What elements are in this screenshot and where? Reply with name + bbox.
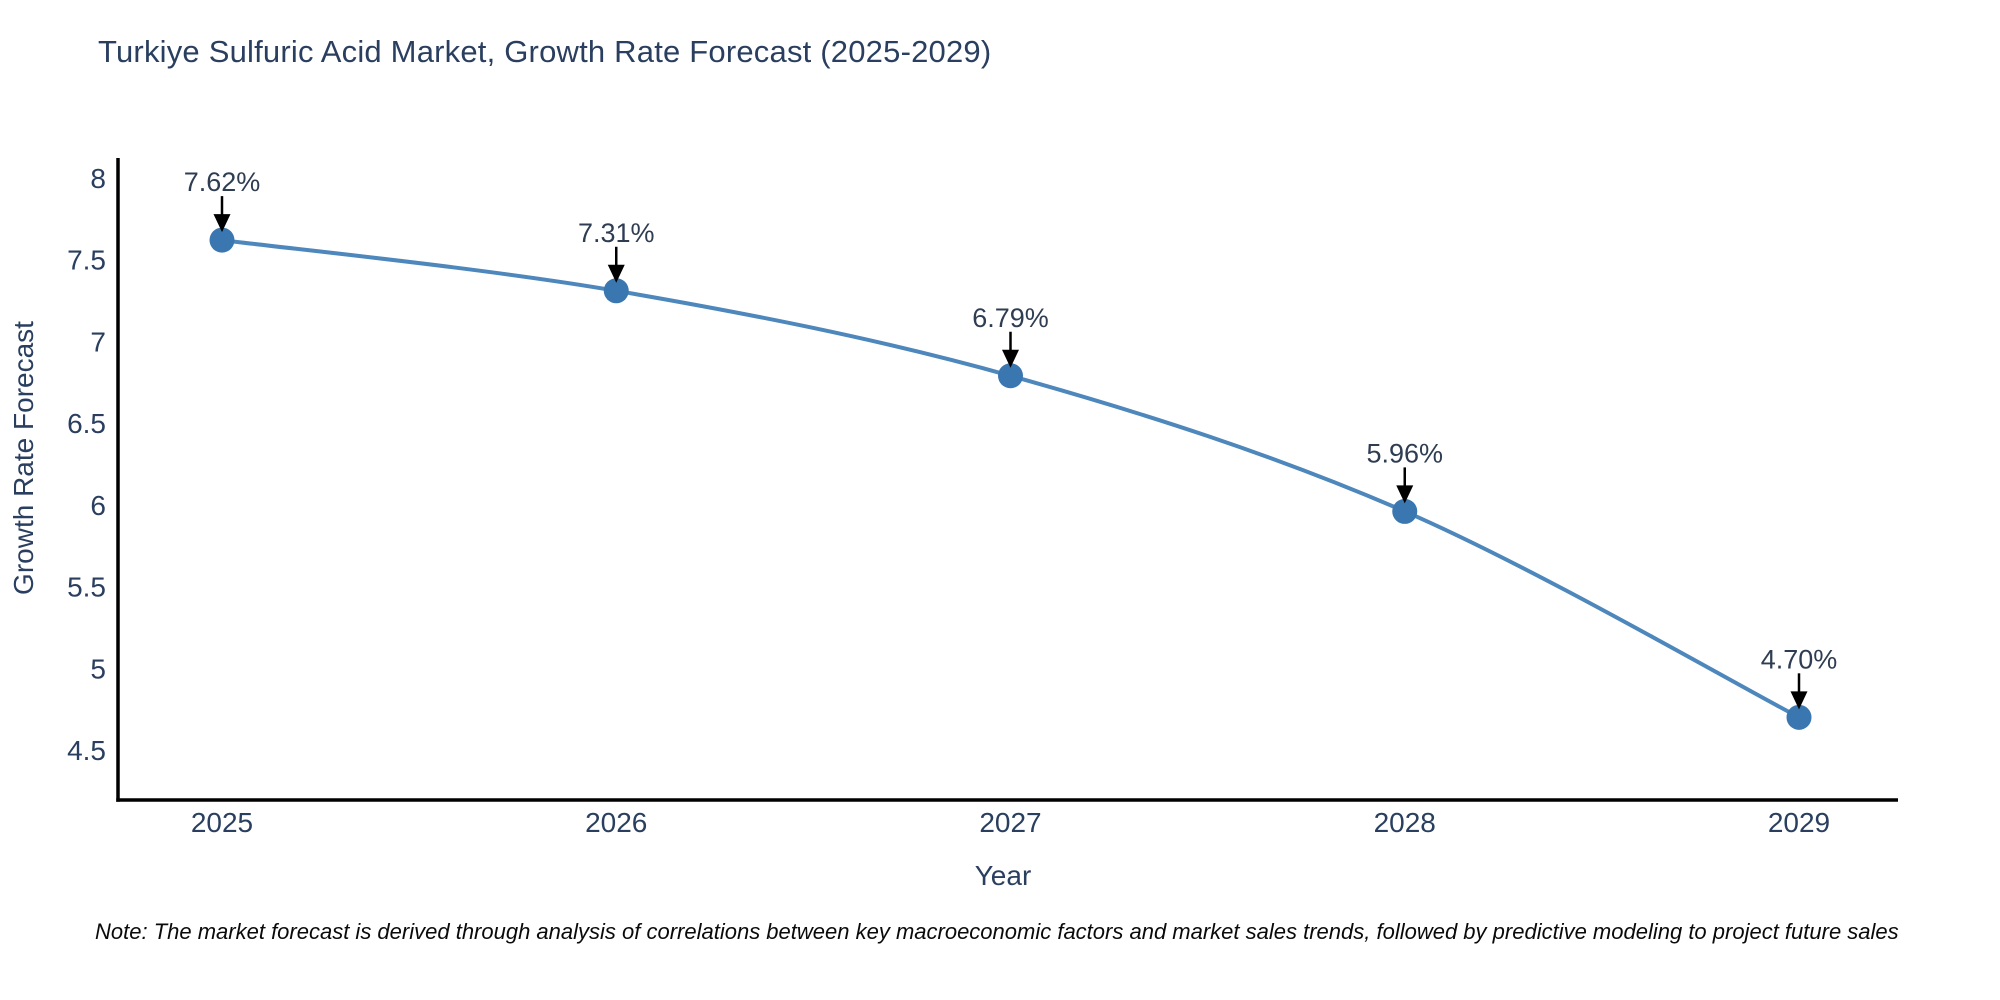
x-axis-title: Year <box>975 860 1032 891</box>
data-point-marker <box>1786 704 1812 730</box>
point-annotations: 7.62% 7.31% 6.79% 5.96% 4.70% <box>184 167 1838 710</box>
y-tick-label: 4.5 <box>67 735 106 766</box>
x-tick-labels: 2025 2026 2027 2028 2029 <box>191 807 1830 838</box>
annotation-arrowhead <box>1396 485 1414 504</box>
annotation-label: 7.62% <box>184 167 261 197</box>
y-tick-label: 6.5 <box>67 408 106 439</box>
x-tick-label: 2025 <box>191 807 253 838</box>
y-tick-labels: 8 7.5 7 6.5 6 5.5 5 4.5 <box>67 163 106 766</box>
data-point-marker <box>998 363 1023 389</box>
footnote: Note: The market forecast is derived thr… <box>95 919 1899 944</box>
annotation-label: 6.79% <box>972 303 1049 333</box>
x-tick-label: 2029 <box>1768 807 1830 838</box>
y-tick-label: 5.5 <box>67 572 106 603</box>
data-point-markers <box>209 227 1812 730</box>
y-tick-label: 6 <box>90 490 106 521</box>
annotation-arrowhead <box>607 264 625 283</box>
y-axis-title: Growth Rate Forecast <box>8 321 39 595</box>
y-tick-label: 7.5 <box>67 245 106 276</box>
data-point-marker <box>209 227 235 253</box>
x-tick-label: 2028 <box>1374 807 1436 838</box>
annotation-arrowhead <box>213 214 231 233</box>
y-tick-label: 5 <box>90 653 106 684</box>
data-point-marker <box>1392 498 1418 524</box>
x-tick-label: 2027 <box>979 807 1041 838</box>
chart-title: Turkiye Sulfuric Acid Market, Growth Rat… <box>98 34 992 69</box>
annotation-label: 5.96% <box>1366 438 1443 468</box>
x-tick-label: 2026 <box>585 807 647 838</box>
annotation-arrowhead <box>1002 349 1019 368</box>
y-tick-label: 8 <box>90 163 106 194</box>
annotation-label: 4.70% <box>1761 644 1838 674</box>
data-point-marker <box>603 278 629 304</box>
annotation-label: 7.31% <box>578 218 655 248</box>
y-tick-label: 7 <box>90 326 106 357</box>
annotation-arrowhead <box>1790 691 1808 710</box>
